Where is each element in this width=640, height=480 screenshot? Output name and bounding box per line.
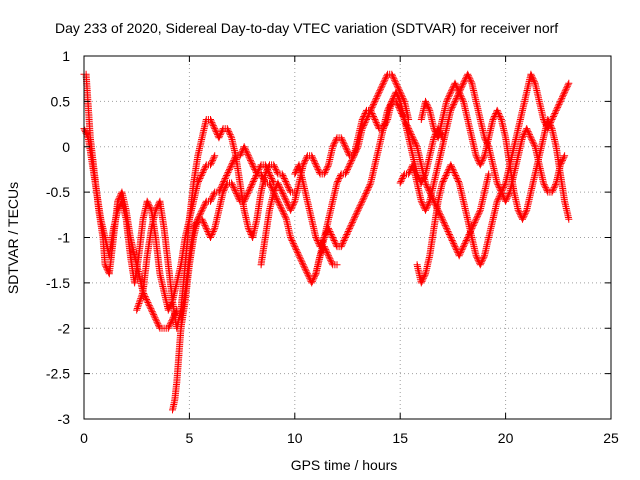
tick-labels: 0 5 10 15 20 25 -3 -2.5 -2 -1.5 -1 -0.5 0 0.5 1 xyxy=(46,48,619,446)
data-series xyxy=(80,70,573,414)
chart-title: Day 233 of 2020, Sidereal Day-to-day VTE… xyxy=(55,20,558,36)
y-axis-label: SDTVAR / TECUs xyxy=(5,182,21,294)
plot-frame xyxy=(83,55,612,420)
y-tick-label: 0.5 xyxy=(51,93,71,109)
data-series-track-9 xyxy=(396,70,569,214)
x-tick-label: 15 xyxy=(392,430,408,446)
x-tick-label: 20 xyxy=(498,430,514,446)
x-tick-label: 25 xyxy=(603,430,619,446)
y-tick-label: -2 xyxy=(58,320,71,336)
data-series-track-11 xyxy=(417,79,573,223)
data-series-track-10 xyxy=(413,70,573,287)
data-points xyxy=(413,70,573,287)
y-tick-label: 0 xyxy=(62,139,70,155)
y-tick-label: -1 xyxy=(58,230,71,246)
x-tick-label: 10 xyxy=(287,430,303,446)
data-points xyxy=(396,70,569,214)
y-tick-label: -1.5 xyxy=(46,275,70,291)
y-tick-label: 1 xyxy=(62,48,70,64)
y-tick-label: -2.5 xyxy=(46,366,70,382)
y-tick-label: -0.5 xyxy=(46,184,70,200)
x-tick-label: 5 xyxy=(186,430,194,446)
y-tick-label: -3 xyxy=(58,411,71,427)
data-series-track-3 xyxy=(133,116,299,332)
data-points xyxy=(133,116,299,332)
data-points xyxy=(417,79,573,223)
x-axis-label: GPS time / hours xyxy=(291,457,398,473)
x-tick-label: 0 xyxy=(80,430,88,446)
